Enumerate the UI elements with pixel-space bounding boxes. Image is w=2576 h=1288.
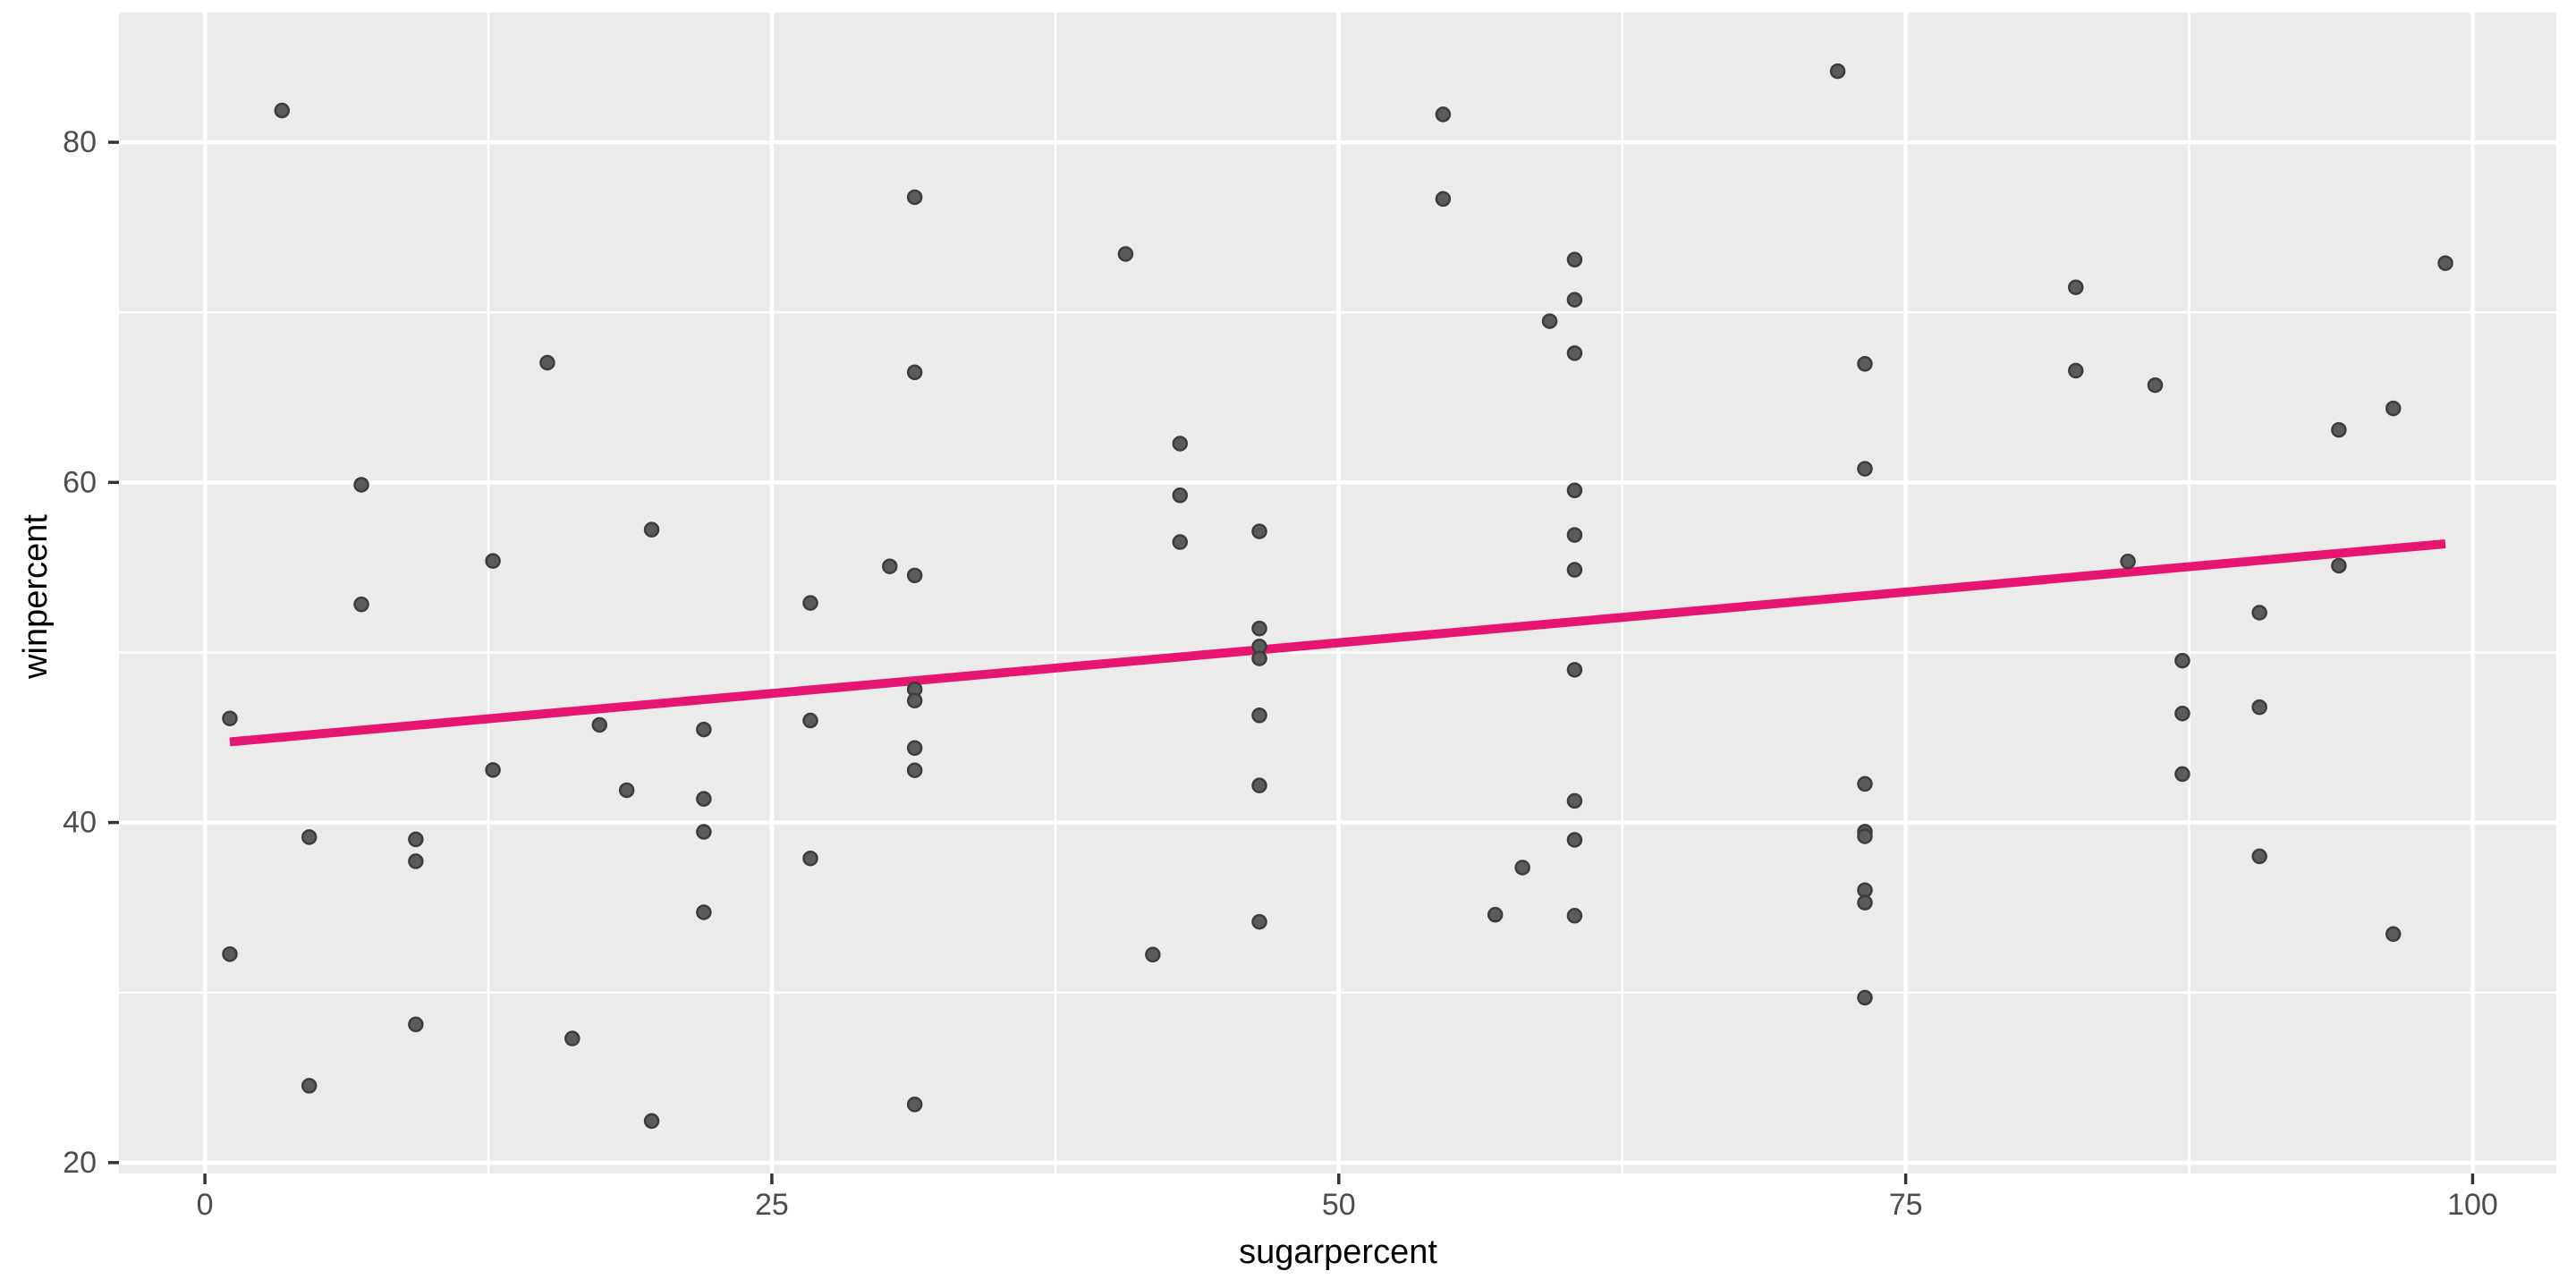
data-point (2174, 652, 2190, 669)
data-point (1435, 106, 1452, 123)
data-point (222, 945, 238, 962)
data-point (1566, 251, 1583, 268)
data-point (643, 1113, 660, 1130)
data-point (2331, 557, 2347, 574)
data-point (2385, 926, 2402, 943)
data-point (906, 364, 923, 381)
data-point (696, 904, 712, 920)
trend-line (229, 538, 2446, 747)
data-point (539, 354, 555, 371)
x-tick-label: 25 (755, 1188, 789, 1222)
data-point (408, 831, 424, 848)
data-point (408, 853, 424, 869)
x-tick-label: 75 (1889, 1188, 1923, 1222)
data-point (2385, 400, 2402, 417)
data-point (906, 740, 923, 757)
data-point (1566, 832, 1583, 848)
data-point (1172, 534, 1189, 550)
y-tick-label: 80 (63, 125, 97, 159)
data-point (1566, 482, 1583, 499)
data-point (802, 712, 818, 729)
data-point (222, 710, 238, 726)
data-point (1566, 792, 1583, 809)
data-point (1857, 775, 1873, 792)
y-tick-label: 20 (63, 1146, 97, 1180)
data-point (696, 824, 712, 840)
data-point (1117, 246, 1134, 262)
data-point (1566, 527, 1583, 543)
data-point (1566, 562, 1583, 578)
data-point (301, 1078, 318, 1094)
data-point (1566, 292, 1583, 308)
data-point (564, 1030, 580, 1046)
data-point (906, 762, 923, 778)
data-point (1251, 913, 1267, 930)
data-point (1541, 313, 1558, 329)
data-point (1857, 828, 1873, 844)
y-tick-label: 40 (63, 806, 97, 840)
data-point (2251, 605, 2267, 621)
data-point (2147, 377, 2164, 394)
data-point (1172, 436, 1189, 452)
y-axis-title: winpercent (17, 514, 55, 679)
data-point (906, 567, 923, 584)
x-tick-label: 0 (197, 1188, 214, 1222)
data-point (591, 716, 607, 733)
data-point (2174, 705, 2190, 722)
data-point (1514, 860, 1530, 876)
data-point (274, 102, 291, 119)
data-point (2174, 766, 2190, 783)
data-point (906, 1097, 923, 1113)
data-point (696, 791, 712, 807)
data-point (1566, 345, 1583, 361)
data-point (2068, 362, 2084, 379)
data-point (802, 595, 818, 611)
data-point (2120, 553, 2136, 570)
data-point (301, 829, 318, 845)
data-point (1487, 906, 1504, 923)
data-point (802, 850, 818, 867)
x-tick-label: 100 (2447, 1188, 2498, 1222)
data-point (1566, 908, 1583, 924)
data-point (1435, 191, 1452, 208)
data-point (1251, 777, 1267, 793)
y-tick-label: 60 (63, 465, 97, 499)
data-point (2251, 848, 2267, 865)
data-point (353, 596, 369, 613)
data-point (1251, 620, 1267, 637)
data-point (1857, 461, 1873, 477)
data-point (485, 553, 501, 569)
data-point (1857, 356, 1873, 372)
data-point (1251, 708, 1267, 724)
data-point (408, 1016, 424, 1033)
data-point (643, 521, 660, 538)
data-point (2068, 279, 2084, 295)
data-point (1857, 894, 1873, 911)
data-point (485, 762, 501, 778)
data-point (2251, 699, 2267, 716)
data-point (882, 558, 898, 574)
data-point (1145, 946, 1161, 963)
data-point (906, 692, 923, 709)
data-point (1566, 662, 1583, 678)
data-point (618, 782, 635, 799)
x-tick-label: 50 (1322, 1188, 1356, 1222)
data-point (1251, 523, 1267, 539)
data-point (1857, 989, 1873, 1006)
data-point (906, 189, 923, 206)
data-point (2331, 421, 2347, 438)
data-point (1251, 650, 1267, 666)
data-point (2437, 255, 2453, 271)
data-point (696, 721, 712, 738)
x-axis-title: sugarpercent (1239, 1233, 1437, 1271)
data-point (1829, 63, 1846, 80)
data-point (1172, 487, 1189, 504)
data-point (353, 477, 369, 493)
